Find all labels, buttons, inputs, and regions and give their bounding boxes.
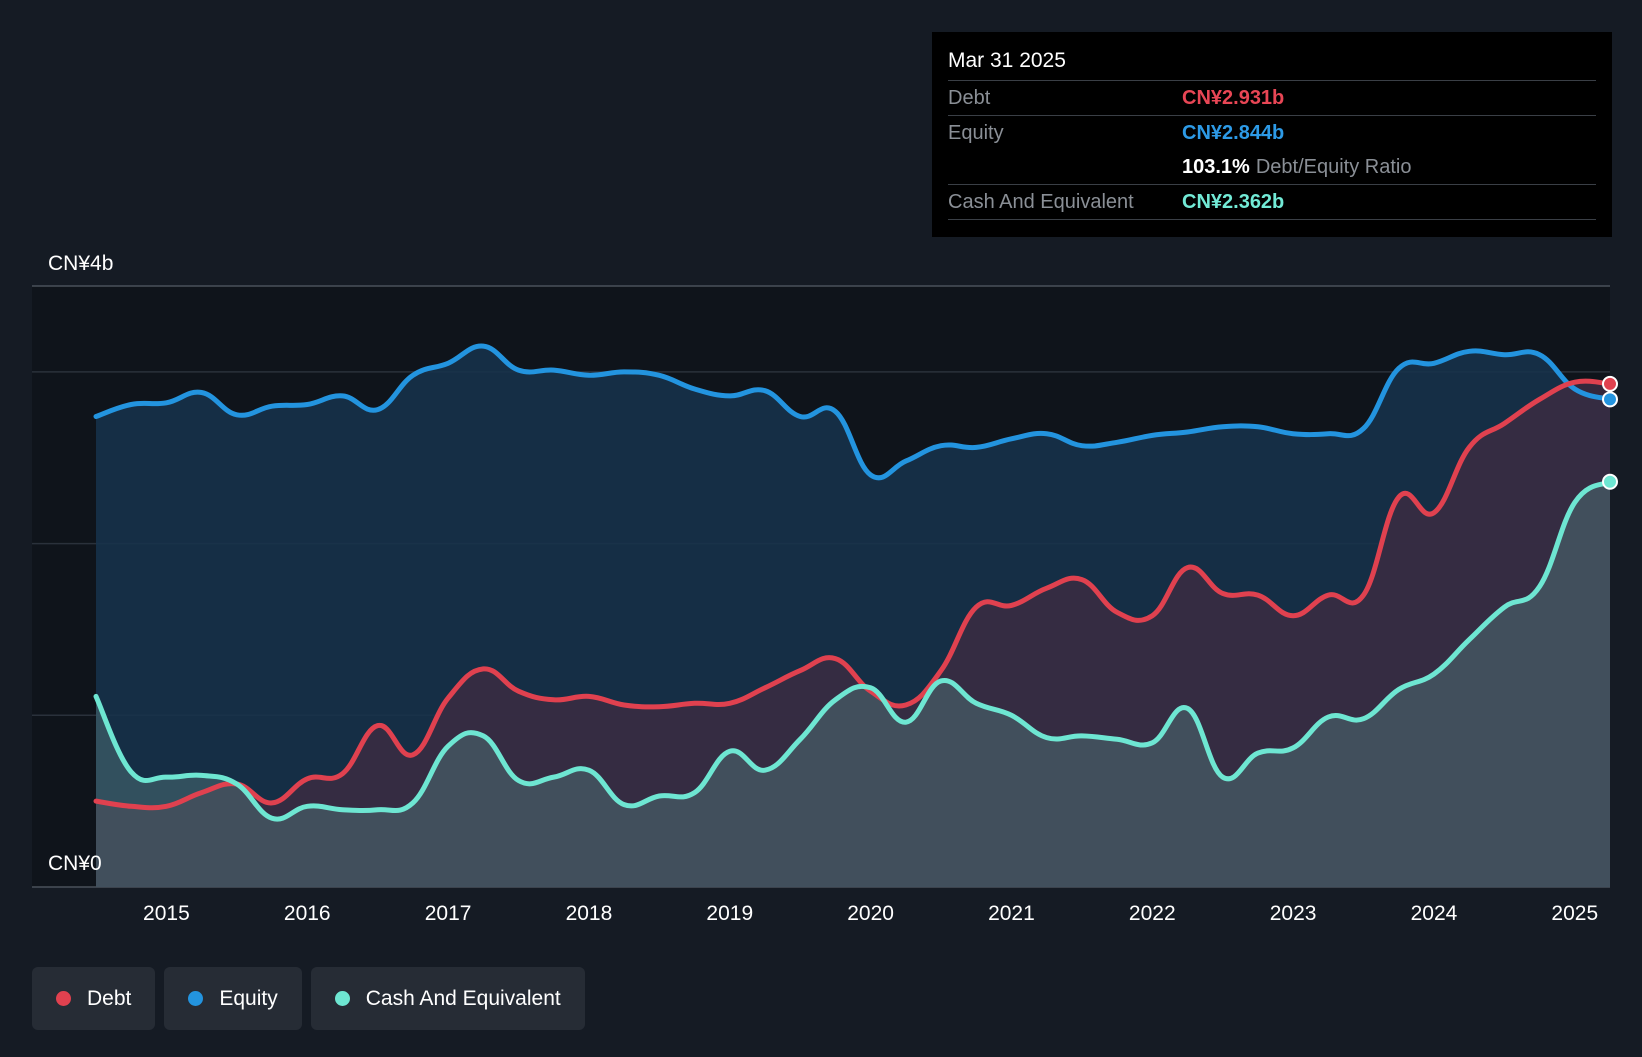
line-equity xyxy=(93,343,1613,481)
x-tick-label: 2021 xyxy=(988,902,1035,925)
tooltip-ratio-label: Debt/Equity Ratio xyxy=(1255,156,1412,178)
x-tick-label: 2017 xyxy=(425,902,472,925)
hover-tooltip: Mar 31 2025 Debt CN¥2.931b Equity CN¥2.8… xyxy=(932,32,1612,237)
series-lines xyxy=(93,343,1613,822)
tooltip-equity-label: Equity xyxy=(948,122,1004,144)
area-cash xyxy=(96,481,1610,887)
end-marker-debt xyxy=(1602,375,1618,392)
line-cash xyxy=(93,479,1613,822)
x-tick-label: 2015 xyxy=(143,902,190,925)
dot-icon xyxy=(188,991,204,1006)
end-marker-equity xyxy=(1602,391,1618,408)
y-axis-top-label: CN¥4b xyxy=(48,252,113,275)
legend-label-equity: Equity xyxy=(219,986,278,1010)
tooltip-debt-value: CN¥2.931b xyxy=(1182,87,1285,109)
dot-icon xyxy=(334,991,350,1006)
tooltip-debt-label: Debt xyxy=(948,87,991,109)
tooltip-row-cash: Cash And Equivalent CN¥2.362b xyxy=(948,185,1596,220)
tooltip-row-equity: Equity CN¥2.844b xyxy=(948,116,1596,150)
tooltip-equity-value: CN¥2.844b xyxy=(1182,122,1285,144)
x-tick-label: 2020 xyxy=(847,902,894,925)
y-axis-bottom-label: CN¥0 xyxy=(48,852,102,875)
series-end-markers xyxy=(1602,375,1618,490)
series-areas xyxy=(96,345,1610,887)
tooltip-row-ratio: 103.1% Debt/Equity Ratio xyxy=(948,150,1596,185)
legend-item-equity[interactable]: Equity xyxy=(164,967,302,1030)
x-tick-label: 2019 xyxy=(706,902,753,925)
x-tick-label: 2022 xyxy=(1129,902,1176,925)
tooltip-date: Mar 31 2025 xyxy=(948,46,1596,81)
x-tick-label: 2025 xyxy=(1551,902,1598,925)
tooltip-ratio-value: 103.1% xyxy=(1182,156,1250,178)
dot-icon xyxy=(56,991,71,1006)
legend-item-debt[interactable]: Debt xyxy=(32,967,156,1030)
tooltip-cash-value: CN¥2.362b xyxy=(1182,191,1285,213)
x-tick-label: 2023 xyxy=(1270,902,1317,925)
legend-item-cash[interactable]: Cash And Equivalent xyxy=(310,967,585,1030)
chart-legend: Debt Equity Cash And Equivalent xyxy=(32,967,585,1030)
x-tick-label: 2024 xyxy=(1411,902,1458,925)
legend-label-debt: Debt xyxy=(87,986,132,1010)
x-tick-label: 2018 xyxy=(566,902,613,925)
x-tick-label: 2016 xyxy=(284,902,331,925)
x-axis-ticks: 2015 2016 2017 2018 2019 2020 2021 2022 2023 2024… xyxy=(143,902,1598,925)
tooltip-row-debt: Debt CN¥2.931b xyxy=(948,81,1596,116)
legend-label-cash: Cash And Equivalent xyxy=(365,986,561,1010)
tooltip-cash-label: Cash And Equivalent xyxy=(948,191,1134,213)
end-marker-cash xyxy=(1602,473,1618,490)
